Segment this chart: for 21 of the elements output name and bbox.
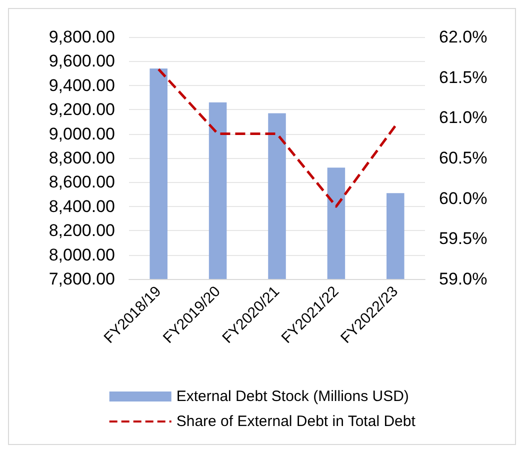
- y2-tick-label: 59.5%: [439, 229, 488, 248]
- y-tick-label: 8,800.00: [48, 148, 115, 168]
- y-tick-label: 8,200.00: [48, 221, 115, 240]
- y-tick-label: 9,200.00: [48, 100, 115, 120]
- legend-label: Share of External Debt in Total Debt: [176, 413, 416, 430]
- y-tick-label: 7,800.00: [48, 270, 115, 288]
- y-tick-label: 8,400.00: [48, 196, 115, 216]
- y-tick-label: 8,000.00: [48, 245, 115, 264]
- y2-tick-label: 61.5%: [439, 68, 488, 87]
- y2-tick-label: 62.0%: [439, 28, 488, 46]
- y2-tick-label: 59.0%: [439, 270, 488, 288]
- legend-label: External Debt Stock (Millions USD): [176, 388, 409, 405]
- y-tick-label: 9,800.00: [48, 28, 115, 46]
- y-tick-label: 9,600.00: [48, 52, 115, 71]
- y-tick-label: 8,600.00: [48, 172, 115, 192]
- y2-tick-label: 60.5%: [439, 148, 488, 168]
- y-tick-label: 9,400.00: [48, 76, 115, 95]
- y2-tick-label: 61.0%: [439, 108, 488, 128]
- y2-tick-label: 60.0%: [439, 188, 488, 208]
- y-tick-label: 9,000.00: [48, 124, 115, 144]
- line-series: [157, 68, 397, 208]
